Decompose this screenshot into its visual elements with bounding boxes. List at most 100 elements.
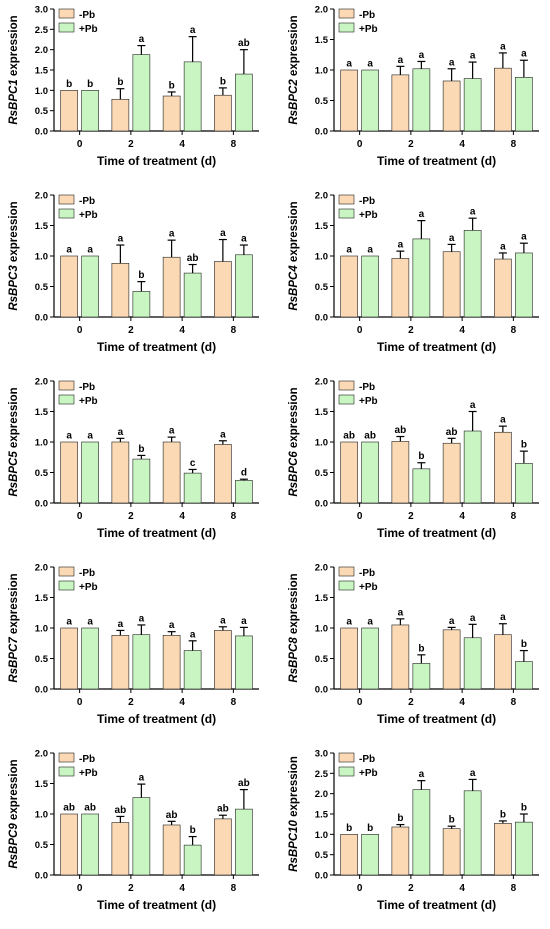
legend-label: +Pb	[79, 396, 98, 407]
significance-letter: a	[87, 245, 93, 256]
significance-letter: a	[220, 429, 226, 440]
legend-label: +Pb	[79, 24, 98, 35]
y-axis-title-gene: RsBPC8	[288, 637, 300, 683]
chart-panel: 0.0 0.5 1.0 1.5 2.0 0 2 4 8 a a a a a b a b -Pb +Pb RsBPC8 …	[280, 563, 550, 743]
bar-minus-pb	[214, 261, 232, 318]
significance-letter: a	[87, 617, 93, 628]
x-tick-label: 4	[179, 697, 185, 708]
y-tick-label: 2.5	[35, 25, 49, 36]
y-tick-label: 1.5	[315, 35, 329, 46]
y-axis-title-gene: RsBPC1	[8, 79, 20, 124]
bar-minus-pb	[494, 823, 512, 876]
y-tick-label: 1.0	[35, 624, 48, 635]
legend-label: +Pb	[79, 768, 98, 779]
x-axis-title: Time of treatment (d)	[97, 712, 216, 726]
bar-plus-pb	[412, 468, 431, 504]
legend-label: +Pb	[359, 210, 378, 221]
y-axis-title-suffix: expression	[8, 759, 20, 823]
y-axis-title-gene: RsBPC5	[8, 451, 20, 497]
bar-chart: 0.00.51.01.52.00 2 4 8aa a aababa-Pb+PbRsBPC3…	[8, 191, 259, 354]
significance-letter: ab	[238, 778, 250, 789]
legend-swatch	[338, 566, 355, 577]
legend-swatch	[58, 394, 75, 405]
legend-swatch	[58, 380, 75, 391]
x-tick-label: 0	[77, 697, 83, 708]
significance-letter: a	[398, 55, 404, 66]
bar-minus-pb	[391, 624, 410, 690]
x-tick-label: 0	[357, 139, 363, 150]
significance-letter: a	[346, 59, 352, 70]
bar-plus-pb	[515, 463, 533, 504]
bar-plus-pb	[235, 808, 253, 876]
x-tick-label: 2	[128, 325, 134, 336]
significance-letter: ab	[364, 431, 376, 442]
y-tick-label: 0.0	[315, 127, 328, 138]
y-tick-label: 1.5	[315, 810, 329, 821]
bar-plus-pb	[132, 54, 151, 132]
chart-panel: 0.0 0.5 1.0 1.5 2.0 0 2 4 8 a a a a a a a a -Pb +Pb RsBPC2 …	[280, 5, 550, 185]
bar-minus-pb	[111, 98, 130, 132]
y-tick-label: 2.0	[315, 789, 328, 800]
bar-minus-pb	[111, 822, 130, 876]
legend-label: -Pb	[359, 568, 375, 579]
x-axis-title: Time of treatment (d)	[97, 898, 216, 912]
bar-chart: 0.0 0.5 1.0 1.5 2.0 0 2 4 8 a a a a a a a a -Pb +Pb RsBPC4 …	[288, 191, 539, 354]
y-axis-title-suffix: expression	[288, 573, 300, 637]
legend-swatch	[58, 566, 75, 577]
y-axis-title-suffix: expression	[288, 201, 300, 265]
significance-letter: a	[139, 613, 145, 624]
bar-minus-pb	[162, 824, 181, 876]
significance-letter: ab	[84, 803, 96, 814]
bar-plus-pb	[183, 61, 202, 132]
significance-letter: a	[500, 612, 506, 623]
significance-letter: a	[500, 41, 506, 52]
legend-label: -Pb	[79, 382, 95, 393]
y-axis-title-suffix: expression	[8, 15, 20, 79]
y-tick-label: 2.0	[315, 191, 328, 202]
x-tick-label: 2	[128, 697, 134, 708]
y-tick-label: 1.5	[315, 593, 329, 604]
bar-plus-pb	[81, 255, 99, 318]
legend-label: -Pb	[79, 10, 95, 21]
y-tick-label: 0.0	[315, 499, 328, 510]
legend-swatch	[58, 580, 75, 591]
bar-minus-pb	[442, 828, 461, 876]
y-tick-label: 2.5	[315, 769, 329, 780]
bar-minus-pb	[391, 441, 410, 504]
significance-letter: b	[521, 639, 527, 650]
significance-letter: a	[398, 240, 404, 251]
y-axis-title-suffix: expression	[8, 387, 20, 451]
chart-panel: 0.0 0.5 1.0 1.5 2.0 0 2 4 8 ab ab ab a ab b a b -Pb +Pb RsB…	[280, 377, 550, 557]
significance-letter: ab	[187, 253, 199, 264]
bar-chart: 0.0 0.5 1.0 1.5 2.0 0 2 4 8 a a a a a b c d -Pb +Pb RsBPC5 …	[8, 377, 259, 540]
significance-letter: a	[169, 620, 175, 631]
significance-letter: ab	[63, 803, 75, 814]
bar-plus-pb	[463, 230, 482, 318]
bar-minus-pb	[60, 90, 78, 132]
y-tick-label: 2.0	[35, 45, 48, 56]
significance-letter: b	[220, 76, 226, 87]
y-tick-label: 0.5	[315, 96, 329, 107]
legend-swatch	[338, 22, 355, 33]
y-tick-label: 0.5	[35, 840, 49, 851]
bar-plus-pb	[235, 73, 253, 132]
significance-letter: a	[367, 59, 373, 70]
significance-letter: b	[500, 809, 506, 820]
bar-plus-pb	[463, 790, 482, 876]
y-tick-label: 1.5	[35, 66, 49, 77]
y-tick-label: 1.0	[35, 438, 48, 449]
bar-minus-pb	[60, 441, 78, 504]
y-tick-label: 2.0	[315, 5, 328, 16]
significance-letter: a	[139, 34, 145, 45]
x-tick-label: 4	[179, 511, 185, 522]
y-axis-title: RsBPC5 expression	[8, 387, 20, 496]
significance-letter: ab	[166, 810, 178, 821]
bar-plus-pb	[235, 254, 253, 318]
y-axis-title-gene: RsBPC7	[8, 637, 20, 683]
significance-letter: a	[449, 57, 455, 68]
bar-plus-pb	[412, 238, 431, 318]
y-tick-label: 0.5	[35, 106, 49, 117]
chart-panel: 0.0 0.5 1.0 1.5 2.0 2.5 3.0 0 2 4 8 b b b b b a a b -Pb +Pb R…	[280, 749, 550, 929]
bar-minus-pb	[391, 74, 410, 132]
